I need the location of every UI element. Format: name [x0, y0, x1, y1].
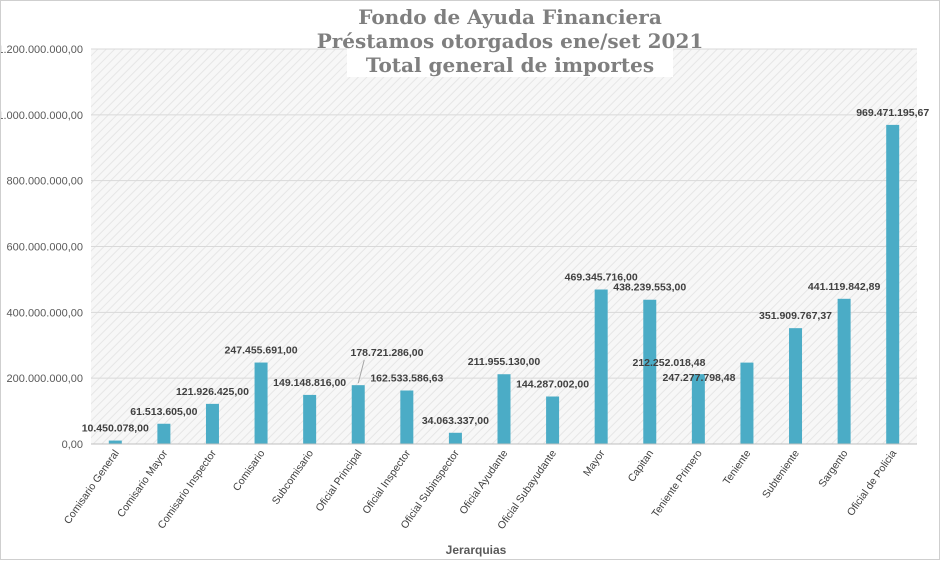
data-label: 178.721.286,00: [351, 347, 424, 359]
bar: [108, 440, 122, 444]
x-tick-label: Mayor: [581, 447, 608, 478]
data-label-leader: [357, 359, 365, 384]
x-tick-label: Teniente: [721, 448, 754, 488]
y-tick-label: 0,00: [62, 439, 83, 451]
data-label: 247.277.798,48: [663, 372, 736, 384]
data-label: 10.450.078,00: [82, 423, 149, 435]
data-label: 438.239.553,00: [613, 282, 686, 294]
y-axis: 0,00 200.000.000,00 400.000.000,00 600.000.…: [1, 44, 83, 451]
bar: [886, 124, 900, 445]
bar: [497, 374, 511, 444]
data-label: 162.533.586,63: [370, 372, 443, 384]
data-label: 969.471.195,67: [856, 107, 929, 119]
x-tick-label: Oficial Principal: [313, 448, 364, 514]
x-tick-label: Subcomisario: [270, 448, 316, 507]
bar: [789, 328, 803, 444]
bar: [643, 299, 657, 444]
data-labels: 10.450.078,00 61.513.605,00 121.926.425,00…: [82, 107, 930, 435]
y-tick-label: 200.000.000,00: [7, 373, 83, 385]
x-axis-title: Jerarquias: [446, 543, 507, 557]
bar: [594, 289, 608, 444]
x-tick-label: Oficial Ayudante: [457, 448, 510, 517]
x-tick-label: Comisario: [231, 448, 268, 494]
x-tick-label: Capitan: [626, 448, 657, 485]
data-label: 351.909.767,37: [759, 310, 832, 322]
data-label: 61.513.605,00: [130, 406, 197, 418]
data-label: 121.926.425,00: [176, 386, 249, 398]
chart-title-line-3: Total general de importes: [366, 53, 654, 77]
x-tick-label: Comisario General: [62, 448, 122, 527]
y-tick-label: 800.000.000,00: [7, 176, 83, 188]
data-label: 212.252.018,48: [633, 357, 706, 369]
chart-title-line-2: Préstamos otorgados ene/set 2021: [317, 29, 704, 53]
x-tick-label: Sargento: [816, 448, 850, 490]
y-tick-label: 600.000.000,00: [7, 242, 83, 254]
bar: [837, 298, 851, 444]
chart-title-line-1: Fondo de Ayuda Financiera: [358, 5, 662, 29]
bar: [303, 394, 317, 444]
y-tick-label: 400.000.000,00: [7, 307, 83, 319]
bar: [448, 432, 462, 444]
bar: [740, 362, 754, 444]
y-tick-label: 1.000.000.000,00: [1, 110, 83, 122]
x-tick-label: Comisario Mayor: [115, 447, 171, 519]
bar: [400, 390, 414, 444]
data-label: 34.063.337,00: [422, 415, 489, 427]
bar: [157, 423, 171, 444]
bar: [205, 403, 219, 444]
x-tick-label: Teniente Primero: [649, 448, 704, 520]
title-background: [347, 7, 673, 77]
bar: [351, 385, 365, 444]
x-tick-label: Subteniente: [760, 448, 802, 501]
bars: [108, 124, 900, 445]
x-tick-label: Oficial Inspector: [360, 447, 413, 516]
data-label: 211.955.130,00: [468, 356, 541, 368]
bar: [691, 374, 705, 444]
bar: [254, 362, 268, 444]
data-label: 144.287.002,00: [516, 379, 589, 391]
data-label: 441.119.842,89: [808, 281, 881, 293]
data-label: 469.345.716,00: [565, 272, 638, 284]
data-label: 149.148.816,00: [273, 377, 346, 389]
data-label: 247.455.691,00: [225, 345, 298, 357]
x-tick-label: Oficial de Policia: [845, 448, 899, 519]
bar: [546, 396, 560, 444]
y-tick-label: 1.200.000.000,00: [1, 44, 83, 56]
